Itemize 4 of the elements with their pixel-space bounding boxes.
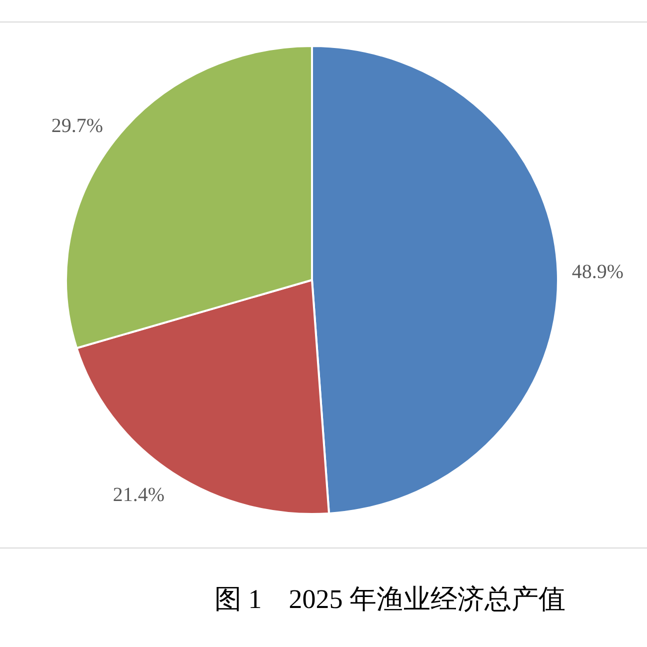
text: 图 1 2025 年渔业经济总产值 xyxy=(214,584,566,614)
data-label: 21.4% xyxy=(112,484,165,506)
data-label: 48.9% xyxy=(572,261,624,284)
data-label: 29.7% xyxy=(51,115,104,138)
